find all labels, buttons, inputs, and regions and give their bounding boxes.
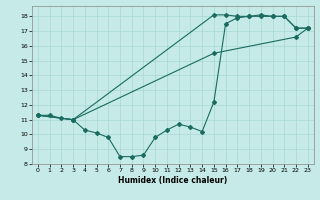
X-axis label: Humidex (Indice chaleur): Humidex (Indice chaleur) bbox=[118, 176, 228, 185]
